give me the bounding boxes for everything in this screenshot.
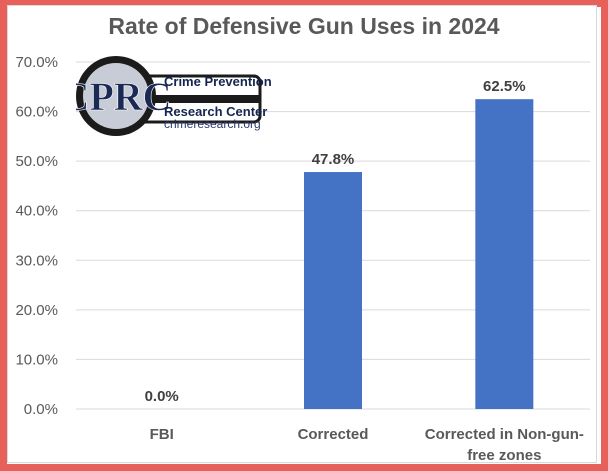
magnifier-lens [83, 63, 149, 129]
x-tick-label: free zones [467, 447, 541, 464]
y-tick-label: 40.0% [15, 203, 58, 220]
y-tick-label: 30.0% [15, 252, 58, 269]
logo-line-1: Crime Prevention [164, 74, 272, 89]
cprc-logo: CPRC [76, 56, 262, 136]
chart-title: Rate of Defensive Gun Uses in 2024 [108, 13, 500, 39]
magnifier-handle [136, 95, 261, 103]
y-tick-label: 10.0% [15, 351, 58, 368]
y-tick-label: 50.0% [15, 153, 58, 170]
bar [475, 99, 534, 409]
logo-line-3: crimeresearch.org [164, 117, 261, 131]
x-tick-label: FBI [150, 426, 174, 443]
x-tick-label: Corrected [298, 426, 369, 443]
y-tick-label: 70.0% [15, 54, 58, 71]
y-tick-label: 20.0% [15, 302, 58, 319]
data-label: 47.8% [312, 151, 355, 168]
data-label: 62.5% [483, 78, 526, 95]
data-label: 0.0% [145, 388, 179, 405]
y-tick-label: 0.0% [24, 401, 58, 418]
logo-mark: CPRC [76, 74, 172, 119]
logo-line-2: Research Center [164, 104, 268, 119]
y-tick-label: 60.0% [15, 104, 58, 121]
x-tick-label: Corrected in Non-gun- [425, 426, 584, 443]
bar [304, 172, 362, 409]
